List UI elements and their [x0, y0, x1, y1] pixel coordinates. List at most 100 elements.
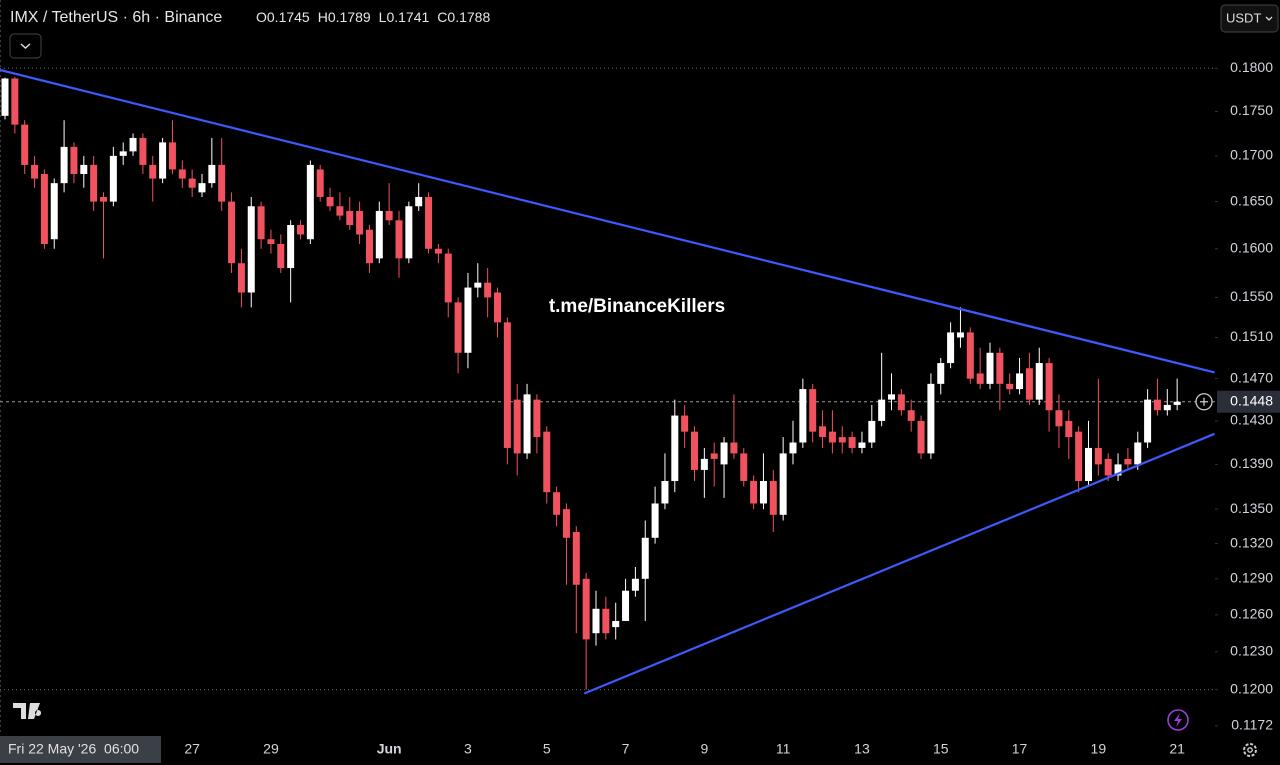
- chevron-icon: [20, 43, 31, 50]
- candle-body: [1016, 373, 1024, 390]
- watermark: t.me/BinanceKillers: [549, 296, 725, 317]
- candle-body: [60, 146, 68, 184]
- candle-body: [50, 183, 58, 240]
- candle-body: [622, 590, 630, 621]
- legend-key: H: [318, 9, 328, 25]
- chart-title: IMX / TetherUS · 6h · Binance: [10, 9, 222, 26]
- candle-body: [523, 394, 531, 454]
- currency-button[interactable]: USDT: [1220, 4, 1279, 33]
- x-tick-label: 27: [184, 741, 200, 757]
- candle-body: [533, 399, 541, 438]
- plus-icon: [1200, 397, 1208, 406]
- candle-body: [976, 373, 984, 384]
- candle-body: [346, 210, 354, 226]
- legend-value: 0.1789: [328, 9, 371, 25]
- x-tick-label: Jun: [377, 741, 402, 757]
- candle-body: [257, 206, 265, 240]
- y-tick-label: 0.1200: [1230, 680, 1273, 696]
- candle-body: [228, 201, 236, 264]
- y-tick-label: 0.1650: [1230, 192, 1273, 208]
- legend-key: L: [379, 9, 387, 25]
- crosshair-time-label: Fri 22 May '26 06:00: [8, 741, 139, 757]
- candle-body: [11, 78, 19, 125]
- candle-body: [1104, 458, 1112, 476]
- candle-body: [1075, 431, 1083, 482]
- y-tick-label: 0.1390: [1230, 455, 1273, 471]
- candle-body: [1114, 464, 1122, 476]
- candle-body: [1025, 368, 1033, 400]
- candle-body: [149, 164, 157, 179]
- currency-button-box[interactable]: [1220, 4, 1279, 33]
- lightning-button[interactable]: [1167, 709, 1189, 731]
- candle-body: [1173, 401, 1181, 405]
- y-tick-label: 0.1600: [1230, 239, 1273, 255]
- y-tick-label: 0.1470: [1230, 369, 1273, 385]
- candle-body: [710, 453, 718, 459]
- candle-body: [700, 458, 708, 470]
- currency-label[interactable]: USDT: [1226, 10, 1261, 25]
- candle-body: [809, 389, 817, 432]
- candle-body: [956, 332, 964, 338]
- candle-body: [444, 253, 452, 303]
- candle-body: [208, 164, 216, 184]
- tradingview-logo: [13, 703, 42, 719]
- levels: [0, 67, 1215, 691]
- candle-body: [1045, 363, 1053, 411]
- candle-body: [474, 282, 482, 288]
- candle-body: [681, 415, 689, 432]
- candle-body: [1124, 458, 1132, 465]
- candle-body: [425, 196, 433, 249]
- x-tick-label: 11: [776, 741, 791, 757]
- x-tick-label: 29: [263, 741, 279, 757]
- candle-body: [553, 492, 561, 515]
- candle-body: [405, 206, 413, 259]
- candle-body: [897, 394, 905, 411]
- y-tick-label: 0.1550: [1230, 288, 1273, 304]
- candle-body: [277, 243, 285, 269]
- candle-body: [31, 164, 39, 179]
- y-tick-label: 0.1800: [1230, 59, 1273, 75]
- x-tick-label: 5: [543, 741, 551, 757]
- legend-key: O: [256, 9, 267, 25]
- x-tick-label: 3: [464, 741, 472, 757]
- candle-body: [21, 124, 29, 165]
- gear-outer[interactable]: [1243, 743, 1257, 757]
- last-price-label: 0.1448: [1230, 392, 1273, 408]
- candle-body: [1144, 399, 1152, 443]
- candle-body: [888, 394, 895, 400]
- candle-body: [178, 169, 186, 179]
- candle-body: [40, 173, 48, 244]
- candle-body: [365, 229, 373, 264]
- legend-value: 0.1741: [386, 9, 429, 25]
- y-tick-label: 0.1350: [1230, 500, 1273, 516]
- y-tick-label: 0.1260: [1230, 606, 1273, 622]
- candle-body: [641, 537, 649, 579]
- last-price-box: [1217, 390, 1280, 413]
- x-tick-label: 21: [1169, 741, 1185, 757]
- crosshair-time: Fri 22 May '26 06:00: [0, 736, 161, 763]
- collapse-button-box[interactable]: [9, 33, 42, 59]
- candle-body: [996, 352, 1004, 384]
- y-tick-label: 0.1510: [1230, 328, 1273, 344]
- collapse-button[interactable]: [9, 33, 42, 59]
- legend-value: 0.1788: [447, 9, 490, 25]
- candle-body: [218, 164, 226, 202]
- candle-body: [1035, 363, 1043, 400]
- candle-body: [592, 608, 600, 634]
- candle-body: [661, 481, 669, 504]
- candle-body: [878, 399, 886, 421]
- candle-body: [769, 481, 777, 515]
- candle-body: [1, 78, 9, 116]
- legend-key: C: [437, 9, 447, 25]
- x-tick-label: 13: [854, 741, 870, 757]
- candle-body: [375, 210, 383, 259]
- trendlines: [0, 68, 1215, 695]
- settings-button[interactable]: [1243, 743, 1257, 757]
- candle-body: [907, 410, 915, 421]
- gear-inner: [1247, 747, 1253, 753]
- candle-body: [129, 137, 137, 152]
- lightning-ring[interactable]: [1167, 709, 1189, 731]
